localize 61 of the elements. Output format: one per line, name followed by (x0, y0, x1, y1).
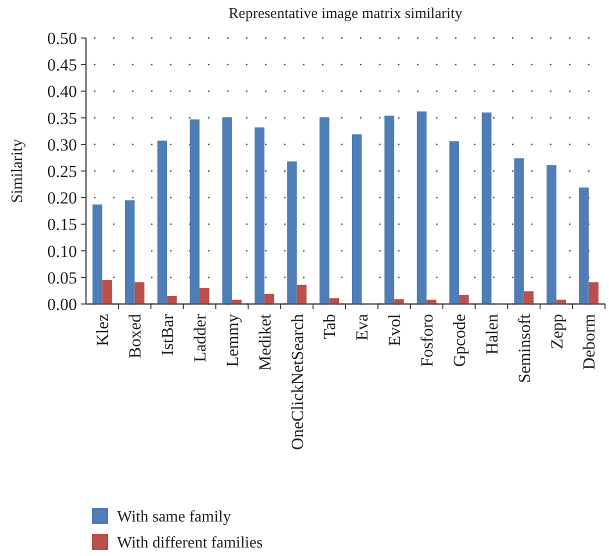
bar (200, 288, 210, 304)
bar (588, 282, 599, 304)
y-tick-label: 0.30 (47, 135, 77, 154)
bar (384, 116, 394, 304)
x-tick-label: Gpcode (450, 314, 469, 367)
y-tick-label: 0.05 (47, 268, 77, 288)
bar (320, 117, 330, 304)
legend-label: With different families (117, 534, 263, 552)
x-tick-label: Deborm (580, 314, 599, 370)
chart-title: Representative image matrix similarity (228, 6, 463, 22)
y-tick-label: 0.45 (47, 56, 77, 75)
y-tick-label: 0.00 (47, 294, 77, 314)
bar (124, 200, 135, 304)
bar (92, 204, 102, 304)
bar (157, 140, 168, 304)
y-axis-title: Similarity (9, 139, 26, 203)
x-tick-label: Evol (385, 314, 404, 346)
x-tick-label: Fosforo (418, 314, 437, 367)
bar (296, 284, 307, 304)
bar (556, 300, 566, 304)
bar (102, 280, 112, 304)
x-tick-label: IstBar (158, 314, 178, 356)
x-tick-label: Seminsoft (514, 314, 534, 383)
x-tick-label: Lemmy (222, 314, 242, 367)
x-tick-label: Mediket (255, 314, 274, 371)
bar (264, 294, 274, 304)
x-tick-label: Tab (320, 314, 340, 340)
x-tick-label: Eva (352, 314, 372, 340)
x-tick-label: Zepp (547, 314, 566, 349)
bar (287, 161, 297, 304)
y-tick-label: 0.15 (47, 215, 77, 234)
y-tick-label: 0.10 (47, 242, 77, 261)
x-tick-label: OneClickNetSearch (288, 314, 307, 450)
bar (524, 291, 534, 304)
bar (546, 165, 556, 304)
legend-label: With same family (117, 508, 231, 526)
y-tick-label: 0.35 (47, 108, 77, 128)
bar (394, 299, 404, 304)
x-tick-label: Boxed (126, 314, 145, 358)
x-tick-label: Klez (93, 314, 112, 346)
bar (232, 300, 242, 304)
bar (482, 112, 492, 304)
bar (449, 141, 460, 304)
bar (416, 111, 427, 304)
bar (167, 296, 177, 304)
bar (222, 117, 232, 304)
y-tick-label: 0.50 (47, 28, 77, 48)
bar (190, 119, 200, 304)
bar (254, 127, 264, 304)
bar (134, 282, 144, 304)
bar (459, 294, 469, 304)
bar (514, 158, 524, 304)
y-tick-label: 0.40 (47, 82, 77, 102)
bar (579, 187, 589, 304)
bar (329, 298, 340, 304)
y-tick-label: 0.25 (47, 162, 77, 181)
y-tick-label: 0.20 (47, 188, 77, 208)
x-tick-label: Ladder (190, 314, 210, 362)
bar (426, 300, 436, 304)
x-tick-label: Halen (482, 314, 502, 355)
bar (352, 134, 362, 304)
